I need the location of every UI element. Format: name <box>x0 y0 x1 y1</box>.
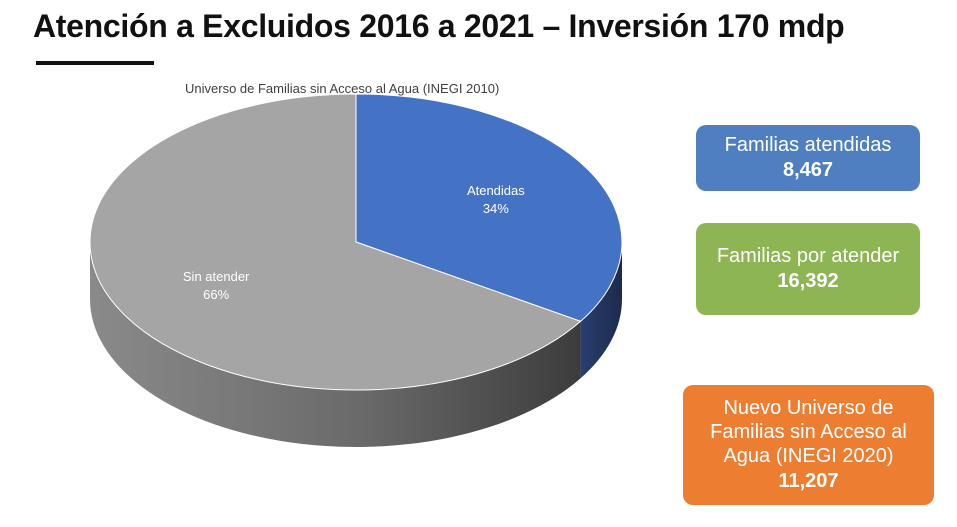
families-attended-label: Familias atendidas <box>724 134 892 156</box>
page-title: Atención a Excluidos 2016 a 2021 – Inver… <box>33 8 845 44</box>
pie-side-sin-atender <box>89 242 581 447</box>
pie-side-atendidas <box>580 242 622 379</box>
new-universe-label-line-2: Familias sin Acceso al <box>710 421 907 443</box>
pie-label-sin-atender: Sin atender <box>183 269 250 284</box>
pie-percent-sin-atender: 66% <box>203 287 229 302</box>
new-universe-label-line-1: Nuevo Universo de <box>723 397 894 419</box>
new-universe-box: Nuevo Universo de Familias sin Acceso al… <box>683 385 934 505</box>
families-pending-value: 16,392 <box>777 270 839 292</box>
pie-label-atendidas: Atendidas <box>467 183 525 198</box>
pie-percent-atendidas: 34% <box>483 201 509 216</box>
families-attended-value: 8,467 <box>782 159 834 181</box>
families-pending-label: Familias por atender <box>716 245 900 267</box>
title-underline <box>36 61 154 65</box>
new-universe-value: 11,207 <box>778 470 839 492</box>
pie-slice-sin-atender <box>89 93 582 391</box>
families-attended-box: Familias atendidas 8,467 <box>696 125 920 191</box>
new-universe-label-line-3: Agua (INEGI 2020) <box>723 445 894 467</box>
families-pending-box: Familias por atender 16,392 <box>696 223 920 315</box>
pie-slice-atendidas <box>355 93 623 322</box>
chart-title: Universo de Familias sin Acceso al Agua … <box>185 81 500 96</box>
